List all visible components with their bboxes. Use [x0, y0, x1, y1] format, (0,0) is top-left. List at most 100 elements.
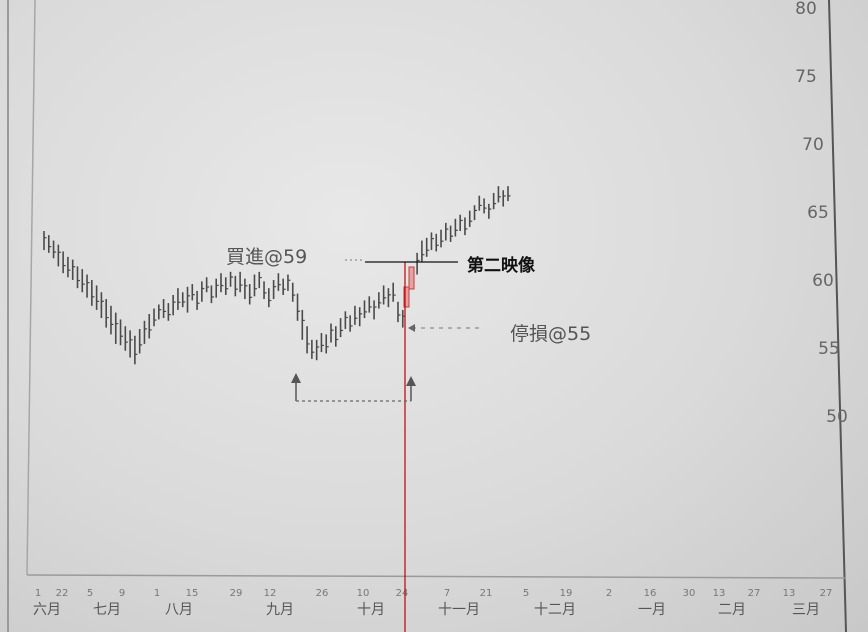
- y-tick-label: 50: [826, 407, 848, 427]
- price-bar: [220, 273, 224, 293]
- price-bar: [277, 273, 281, 291]
- month-labels: 六月 七月 八月 九月 十月 十一月 十二月 一月 二月 三月: [33, 602, 820, 618]
- x-tick-label: 26: [316, 588, 329, 599]
- price-bar: [368, 296, 372, 313]
- price-bar: [186, 286, 191, 313]
- month-label: 十一月: [438, 602, 480, 618]
- price-bar: [315, 339, 320, 361]
- price-bar: [239, 271, 243, 293]
- stop-arrow-icon: [408, 324, 415, 332]
- x-tick-label: 19: [560, 588, 573, 599]
- buy-annotation: 買進@59: [226, 246, 307, 268]
- x-tick-label: 13: [713, 588, 726, 599]
- y-tick-label: 60: [812, 271, 834, 291]
- price-bar: [387, 288, 391, 308]
- price-bar: [201, 281, 205, 302]
- price-bar: [296, 293, 301, 321]
- price-bar: [71, 259, 76, 280]
- breakout-bar-1: [403, 286, 410, 308]
- plot-left-border: [26, 0, 36, 576]
- price-bar: [100, 292, 104, 319]
- month-label: 六月: [33, 602, 61, 618]
- price-bar: [397, 301, 401, 323]
- x-tick-label: 21: [480, 588, 493, 599]
- x-tick-label: 7: [444, 588, 450, 599]
- price-bar: [114, 312, 119, 344]
- y-axis-ticks: 50 55 60 65 70 75 80: [795, 0, 848, 427]
- x-tick-label: 9: [119, 588, 125, 599]
- price-bar: [177, 288, 181, 310]
- price-bar: [119, 319, 124, 346]
- price-bar: [248, 284, 253, 305]
- month-label: 七月: [93, 602, 121, 618]
- price-bar: [210, 285, 214, 304]
- price-bar: [162, 299, 167, 319]
- stop-annotation: 停損@55: [510, 323, 591, 345]
- price-bar: [282, 278, 286, 295]
- price-bar: [502, 190, 506, 207]
- price-bar: [224, 277, 229, 295]
- price-bar: [483, 198, 487, 214]
- price-bar: [52, 240, 57, 259]
- month-label: 十月: [357, 602, 385, 618]
- price-bar: [311, 339, 315, 359]
- price-bar: [229, 271, 234, 287]
- x-axis-ticks: 1 22 5 9 1 15 29 12 26 10 24 7 21 5 19 2 16 30 13 27 13 27: [35, 588, 833, 599]
- y-tick-label: 65: [807, 203, 829, 223]
- price-bar: [76, 266, 80, 289]
- price-bar: [47, 235, 52, 253]
- bracket-left-arrow-icon: [291, 373, 301, 383]
- price-bar: [492, 192, 497, 210]
- x-tick-label: 22: [56, 588, 69, 599]
- x-tick-label: 27: [748, 588, 761, 599]
- price-bar: [497, 186, 501, 203]
- price-bar: [430, 232, 434, 251]
- price-bar: [205, 277, 210, 293]
- price-bar: [253, 274, 257, 297]
- month-label: 三月: [792, 602, 820, 618]
- price-bar: [272, 280, 277, 300]
- price-bar: [287, 274, 291, 291]
- price-bar: [449, 225, 454, 242]
- price-bar: [382, 285, 387, 305]
- price-bar: [435, 233, 439, 252]
- month-label: 九月: [266, 602, 294, 618]
- price-bar: [110, 305, 114, 335]
- price-bar: [468, 210, 473, 227]
- price-bar: [91, 280, 95, 306]
- price-bar: [244, 278, 248, 300]
- price-bar: [354, 305, 358, 325]
- price-bar: [67, 256, 71, 278]
- price-bar: [268, 288, 272, 308]
- x-tick-label: 16: [644, 588, 657, 599]
- second-image-annotation: 第二映像: [467, 255, 536, 276]
- month-label: 十二月: [534, 602, 576, 618]
- price-bar: [344, 311, 348, 329]
- price-bar: [95, 285, 100, 310]
- price-bar: [263, 281, 267, 300]
- x-tick-label: 12: [264, 588, 277, 599]
- month-label: 二月: [718, 602, 746, 618]
- price-bar: [105, 299, 109, 328]
- x-tick-label: 24: [396, 588, 409, 599]
- y-tick-label: 55: [818, 339, 840, 359]
- x-tick-label: 27: [820, 588, 833, 599]
- price-bar: [62, 251, 66, 274]
- price-bar: [330, 323, 334, 343]
- price-bar: [148, 314, 152, 339]
- x-tick-label: 13: [783, 588, 796, 599]
- price-bar: [138, 328, 143, 354]
- month-label: 八月: [165, 602, 193, 618]
- price-bar: [291, 282, 296, 302]
- price-bar: [258, 271, 262, 289]
- price-bar: [425, 237, 430, 257]
- price-bar: [167, 303, 171, 321]
- price-bar: [488, 203, 492, 219]
- y-tick-label: 80: [795, 0, 817, 19]
- price-bar: [320, 333, 324, 353]
- bracket-right-arrow-icon: [406, 376, 416, 386]
- price-bar: [153, 308, 157, 327]
- price-bar: [143, 320, 147, 344]
